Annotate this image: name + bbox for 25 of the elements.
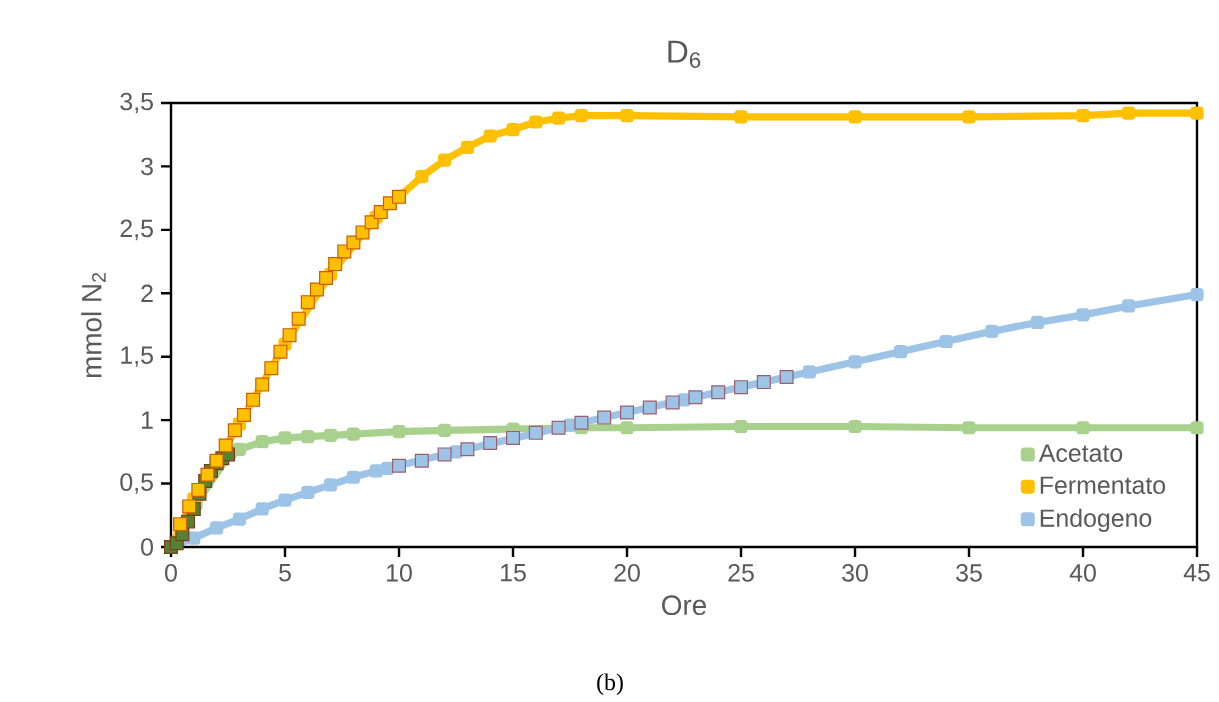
x-tick-label: 0 <box>165 564 177 582</box>
x-tick-label: 30 <box>842 564 868 582</box>
y-tick-label: 0 <box>141 538 153 556</box>
y-axis-title: mmol N$_{2}$ <box>81 273 106 378</box>
legend-label: Endogeno <box>1040 508 1152 532</box>
chart-title: D$_{6}$ <box>668 40 701 68</box>
y-tick-label: 1 <box>142 411 153 429</box>
x-tick-label: 45 <box>1183 564 1210 582</box>
y-tick-label: 3,5 <box>120 92 153 114</box>
legend-label: Fermentato <box>1040 476 1166 494</box>
y-tick-label: 0,5 <box>120 473 153 494</box>
x-tick-label: 10 <box>387 564 412 582</box>
y-tick-label: 1,5 <box>121 346 153 367</box>
text: (b) <box>597 673 623 696</box>
y-tick-label: 2 <box>141 284 153 302</box>
x-tick-label: 5 <box>279 564 291 582</box>
y-tick-label: 3 <box>141 157 153 176</box>
legend-label: Acetato <box>1038 444 1123 462</box>
y-tick-label: 2,5 <box>120 219 153 241</box>
x-axis-title: Ore <box>662 595 707 616</box>
x-tick-label: 25 <box>728 564 754 582</box>
x-tick-label: 20 <box>614 564 640 582</box>
x-tick-label: 40 <box>1069 564 1096 582</box>
x-tick-label: 35 <box>956 564 982 582</box>
x-tick-label: 15 <box>501 564 526 582</box>
